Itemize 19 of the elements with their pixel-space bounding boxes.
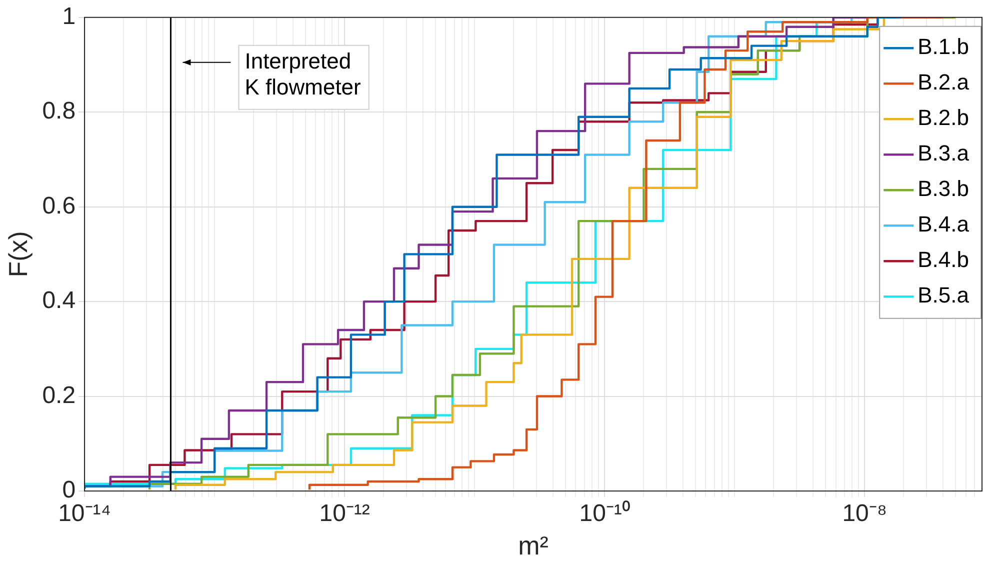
legend-label: B.2.a — [918, 70, 970, 95]
legend-label: B.2.b — [918, 105, 970, 130]
legend-label: B.1.b — [918, 34, 970, 60]
y-tick-label: 0.2 — [42, 382, 76, 409]
legend-label: B.4.b — [918, 247, 970, 272]
legend-label: B.5.a — [918, 282, 970, 308]
legend-label: B.3.a — [918, 140, 970, 166]
x-tick-label: 10⁻¹² — [319, 500, 370, 528]
y-tick-label: 1 — [62, 3, 76, 30]
legend-label: B.4.a — [918, 212, 970, 237]
x-axis-title: m² — [518, 530, 549, 561]
annotation: Interpreted K flowmeter — [244, 48, 361, 100]
y-tick-label: 0.6 — [42, 192, 76, 220]
y-axis-title: F(x) — [2, 231, 33, 278]
legend-label: B.3.b — [918, 176, 970, 202]
y-tick-label: 0.4 — [42, 287, 76, 314]
x-tick-label: 10⁻⁸ — [842, 500, 888, 528]
x-tick-label: 10⁻¹⁰ — [579, 500, 630, 528]
y-tick-label: 0.8 — [42, 98, 76, 125]
